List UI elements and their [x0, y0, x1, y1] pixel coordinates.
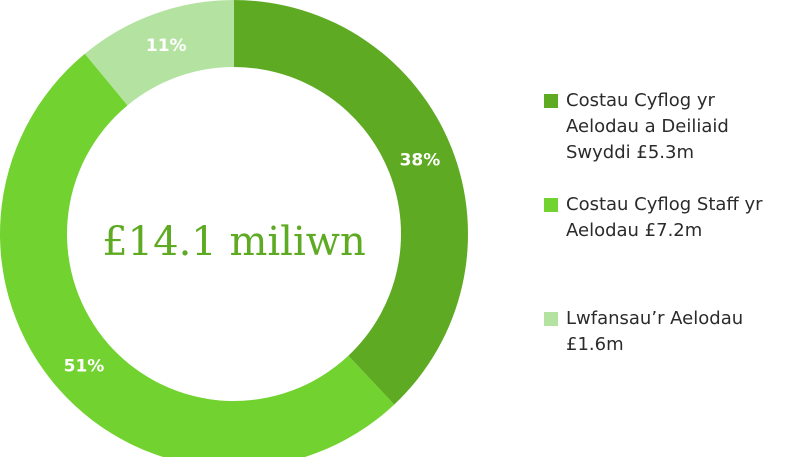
legend-item-allowances: Lwfansau’r Aelodau £1.6m	[544, 306, 743, 358]
legend-label: Costau Cyflog Staff yr Aelodau £7.2m	[566, 194, 763, 241]
donut-slice	[0, 53, 395, 457]
legend-item-staff-salaries: Costau Cyflog Staff yr Aelodau £7.2m	[544, 192, 763, 244]
donut-center-total: £14.1 miliwn	[102, 219, 366, 265]
slice-percent-label: 51%	[64, 356, 105, 376]
donut-svg: 38% 51% 11% £14.1 miliwn	[0, 0, 468, 457]
legend-label: Costau Cyflog yr Aelodau a Deiliaid Swyd…	[566, 90, 729, 163]
legend-item-member-salaries: Costau Cyflog yr Aelodau a Deiliaid Swyd…	[544, 88, 729, 166]
slice-percent-label: 11%	[146, 36, 187, 56]
donut-slice	[234, 0, 468, 405]
donut-slice	[84, 0, 234, 106]
legend-label: Lwfansau’r Aelodau £1.6m	[566, 308, 744, 355]
legend-swatch	[544, 198, 558, 212]
legend-swatch	[544, 312, 558, 326]
legend-swatch	[544, 94, 558, 108]
slice-percent-label: 38%	[400, 150, 441, 170]
